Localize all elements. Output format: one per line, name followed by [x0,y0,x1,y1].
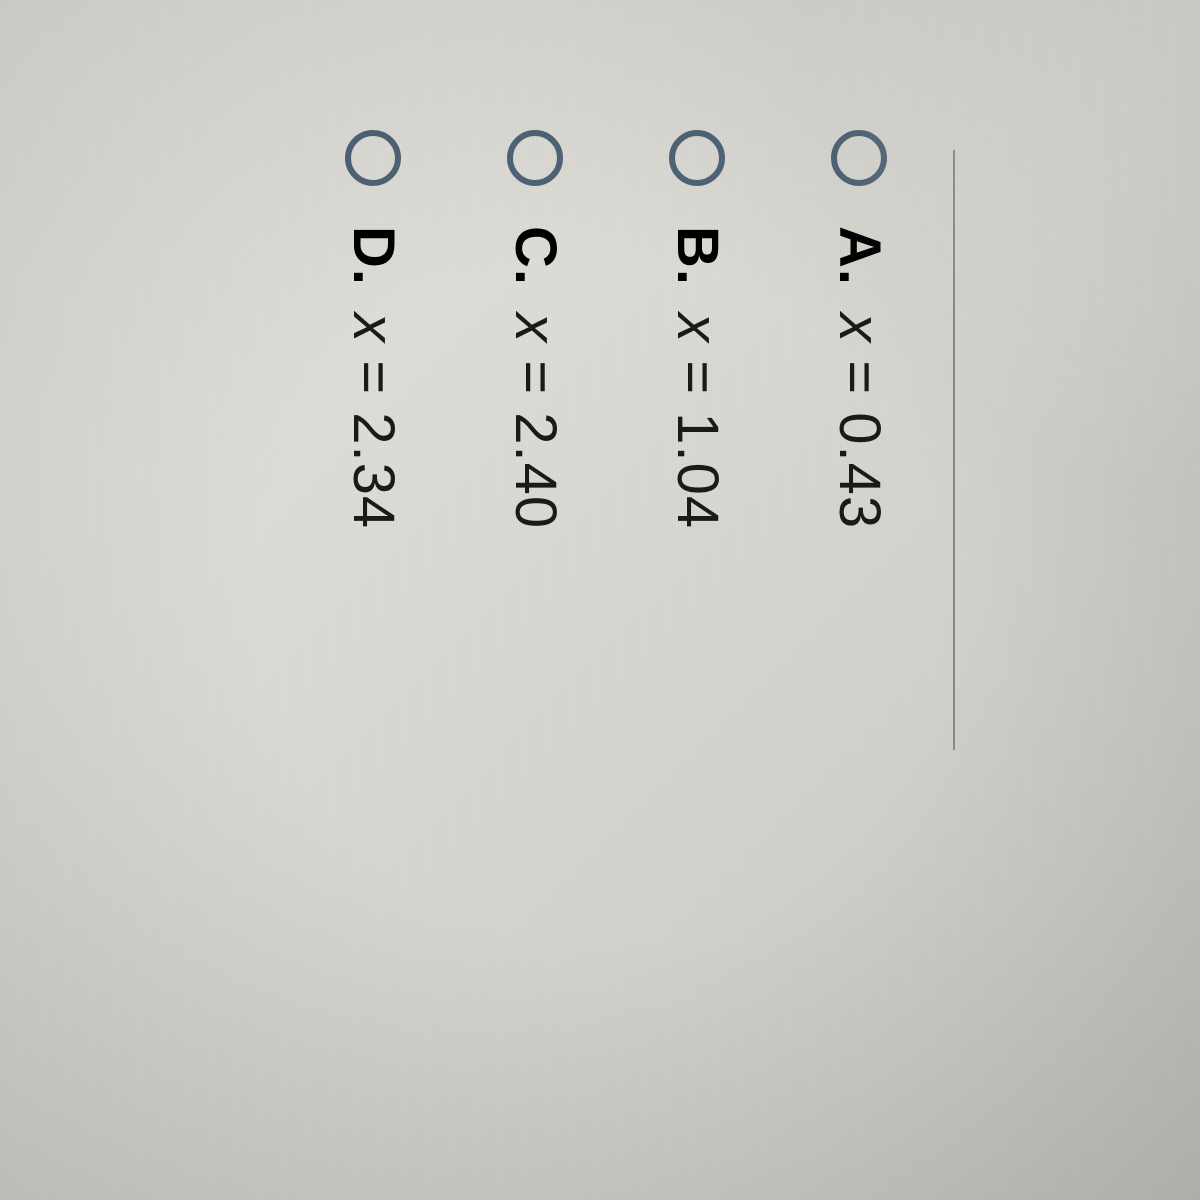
option-letter: B. [665,226,730,286]
divider-line [953,150,955,750]
option-a-row[interactable]: A. x = 0.43 [826,130,893,1150]
option-value: = 1.04 [665,360,730,529]
option-d-text: D. x = 2.34 [340,226,407,529]
option-b-text: B. x = 1.04 [664,226,731,529]
option-variable: x [827,313,892,343]
option-letter: C. [503,226,568,286]
option-variable: x [665,313,730,343]
option-c-text: C. x = 2.40 [502,226,569,529]
answer-options-container: A. x = 0.43 B. x = 1.04 C. x = 2.40 D. x… [50,50,1150,1150]
option-b-row[interactable]: B. x = 1.04 [664,130,731,1150]
option-d-row[interactable]: D. x = 2.34 [340,130,407,1150]
option-variable: x [341,313,406,343]
radio-icon[interactable] [346,130,402,186]
option-c-row[interactable]: C. x = 2.40 [502,130,569,1150]
option-value: = 0.43 [827,360,892,529]
option-letter: D. [341,226,406,286]
radio-icon[interactable] [508,130,564,186]
radio-icon[interactable] [670,130,726,186]
radio-icon[interactable] [832,130,888,186]
option-value: = 2.40 [503,360,568,529]
option-a-text: A. x = 0.43 [826,226,893,529]
option-letter: A. [827,226,892,286]
option-value: = 2.34 [341,360,406,529]
option-variable: x [503,313,568,343]
